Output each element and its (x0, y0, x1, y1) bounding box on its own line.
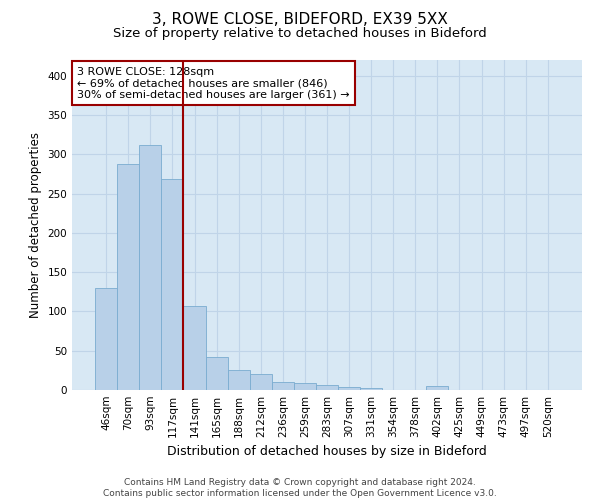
Bar (427, 386, 448, 390)
Bar (184, 306, 206, 390)
Bar (206, 357, 227, 390)
Y-axis label: Number of detached properties: Number of detached properties (29, 132, 42, 318)
Text: Size of property relative to detached houses in Bideford: Size of property relative to detached ho… (113, 28, 487, 40)
Bar (95, 288, 117, 390)
Bar (272, 382, 294, 390)
Bar (294, 383, 316, 390)
Text: Contains HM Land Registry data © Crown copyright and database right 2024.
Contai: Contains HM Land Registry data © Crown c… (103, 478, 497, 498)
Bar (360, 388, 382, 390)
Bar (117, 164, 139, 390)
Bar (316, 384, 338, 390)
Bar (227, 370, 250, 390)
Text: 3, ROWE CLOSE, BIDEFORD, EX39 5XX: 3, ROWE CLOSE, BIDEFORD, EX39 5XX (152, 12, 448, 28)
Bar (250, 374, 272, 390)
Bar (161, 180, 184, 390)
Bar (139, 145, 161, 390)
X-axis label: Distribution of detached houses by size in Bideford: Distribution of detached houses by size … (167, 446, 487, 458)
Bar (338, 387, 360, 390)
Text: 3 ROWE CLOSE: 128sqm
← 69% of detached houses are smaller (846)
30% of semi-deta: 3 ROWE CLOSE: 128sqm ← 69% of detached h… (77, 66, 350, 100)
